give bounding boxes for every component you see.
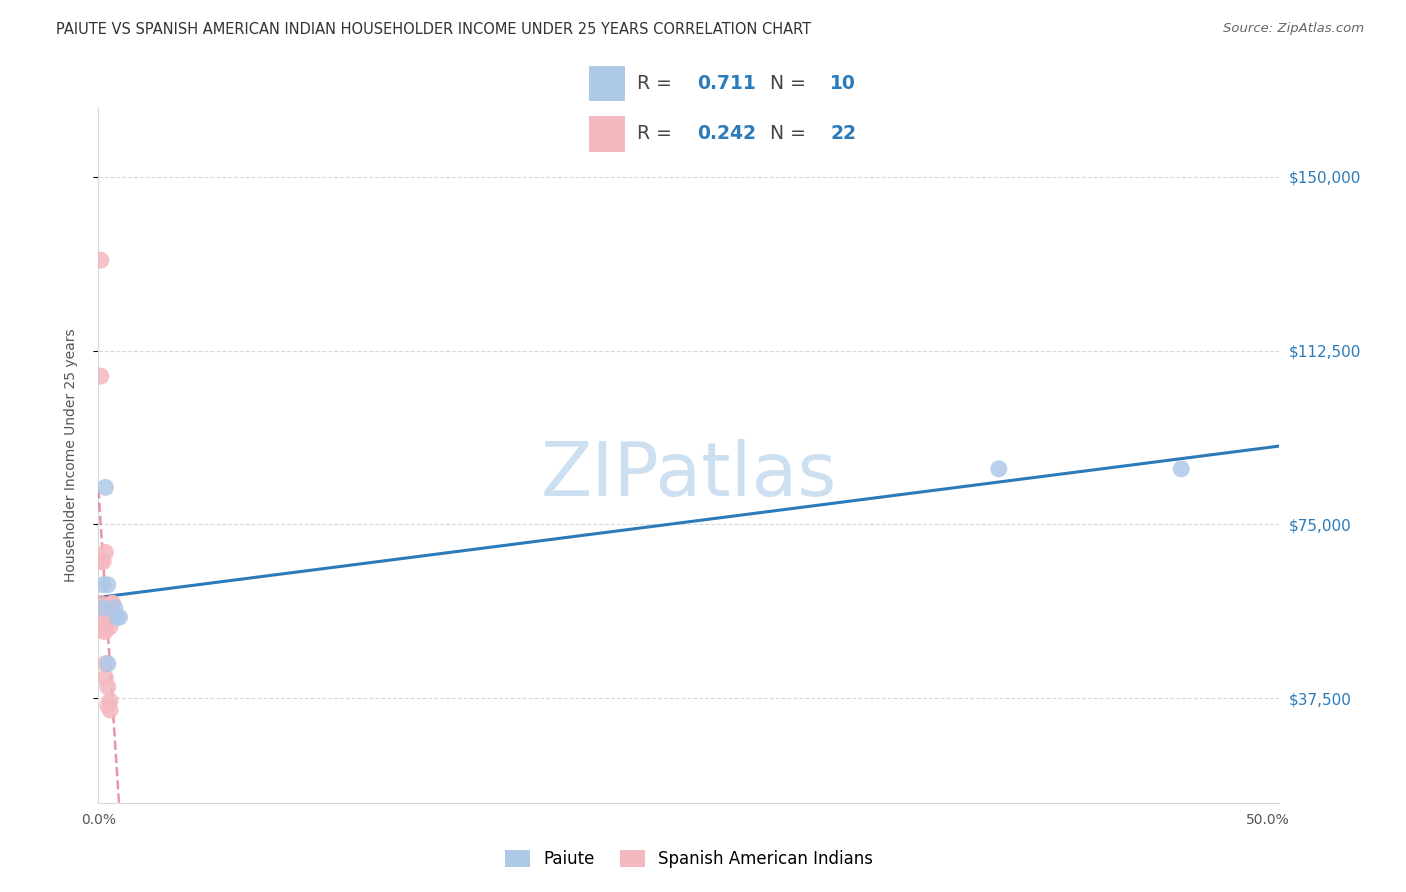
Text: 0.711: 0.711 <box>697 74 756 93</box>
Point <box>94 545 117 559</box>
Text: 10: 10 <box>831 74 856 93</box>
Point <box>94 657 117 671</box>
Text: 22: 22 <box>831 124 856 144</box>
Point <box>97 578 120 592</box>
Point <box>91 601 114 615</box>
Text: R =: R = <box>637 74 678 93</box>
Text: 0.242: 0.242 <box>697 124 756 144</box>
Point <box>91 555 114 569</box>
Point <box>90 555 112 569</box>
Point <box>90 596 112 610</box>
Point <box>97 698 120 713</box>
Point <box>101 596 124 610</box>
Point <box>94 480 117 494</box>
Text: R =: R = <box>637 124 678 144</box>
Point <box>91 578 114 592</box>
Point <box>987 462 1010 476</box>
Y-axis label: Householder Income Under 25 years: Householder Income Under 25 years <box>63 328 77 582</box>
FancyBboxPatch shape <box>589 116 624 152</box>
Point <box>90 253 112 268</box>
Point <box>105 610 128 624</box>
Text: ZIPatlas: ZIPatlas <box>541 439 837 512</box>
Point <box>97 657 120 671</box>
Point <box>98 694 121 708</box>
Point <box>98 703 121 717</box>
Point <box>104 601 127 615</box>
Point <box>90 369 112 384</box>
Point <box>101 596 124 610</box>
Point <box>97 606 120 620</box>
Point <box>1170 462 1192 476</box>
Point <box>91 601 114 615</box>
Point <box>94 624 117 639</box>
Point <box>108 610 131 624</box>
Text: PAIUTE VS SPANISH AMERICAN INDIAN HOUSEHOLDER INCOME UNDER 25 YEARS CORRELATION : PAIUTE VS SPANISH AMERICAN INDIAN HOUSEH… <box>56 22 811 37</box>
Point <box>94 619 117 633</box>
Point <box>91 610 114 624</box>
Text: Source: ZipAtlas.com: Source: ZipAtlas.com <box>1223 22 1364 36</box>
FancyBboxPatch shape <box>589 66 624 102</box>
Legend: Paiute, Spanish American Indians: Paiute, Spanish American Indians <box>498 843 880 874</box>
Point <box>98 619 121 633</box>
Point <box>97 680 120 694</box>
Text: N =: N = <box>770 74 811 93</box>
Point <box>91 624 114 639</box>
Text: N =: N = <box>770 124 811 144</box>
Point <box>94 671 117 685</box>
Point <box>94 601 117 615</box>
